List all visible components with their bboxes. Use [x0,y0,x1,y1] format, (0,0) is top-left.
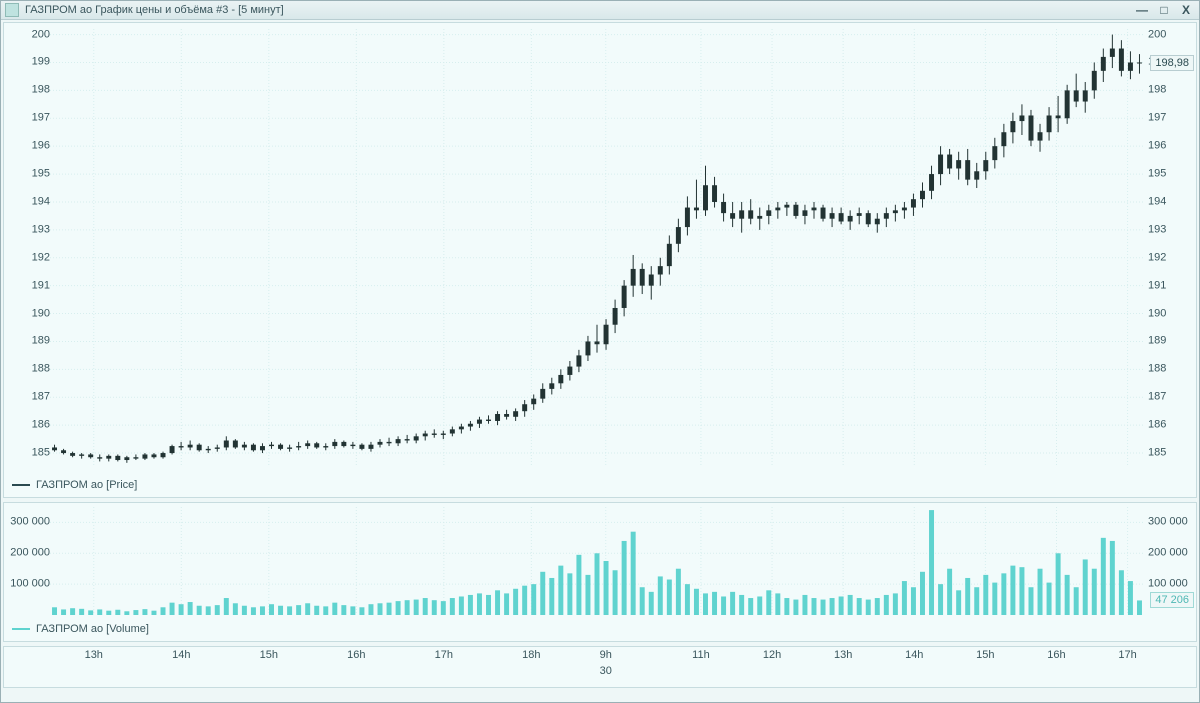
volume-bars [50,507,1144,615]
xaxis-tick: 17h [1118,649,1136,661]
volume-panel[interactable]: 100 000200 000300 000 100 000200 000300 … [3,502,1197,642]
volume-chart-stage [50,507,1144,615]
xaxis-date: 30 [600,665,612,677]
xaxis-panel: 13h 14h 15h 16h 17h 18h 9h 11h 12h 13h 14h 15h 16h 17… [3,646,1197,688]
maximize-button[interactable]: □ [1155,3,1173,17]
xaxis-tick: 15h [976,649,994,661]
chart-window: ГАЗПРОМ ао График цены и объёма #3 - [5 … [0,0,1200,703]
price-swatch [12,484,30,486]
xaxis-tick: 12h [763,649,781,661]
xaxis-tick: 17h [435,649,453,661]
last-volume-label: 47 206 [1150,592,1194,608]
volume-swatch [12,628,30,630]
minimize-button[interactable]: — [1133,3,1151,17]
price-axis-left: 1851861871881891901911921931941951961971… [6,29,50,467]
xaxis-stage: 13h 14h 15h 16h 17h 18h 9h 11h 12h 13h 14h 15h 16h 17… [50,647,1144,687]
xaxis-tick: 16h [1047,649,1065,661]
content-area: 1851861871881891901911921931941951961971… [1,20,1199,702]
volume-legend-text: ГАЗПРОМ ао [Volume] [36,623,149,635]
xaxis-tick: 18h [522,649,540,661]
xaxis-tick: 14h [905,649,923,661]
volume-axis-left: 100 000200 000300 000 [6,507,50,615]
xaxis-tick: 14h [172,649,190,661]
price-candlesticks [50,29,1144,467]
xaxis-tick: 15h [260,649,278,661]
app-icon [5,3,19,17]
last-price-label: 198,98 [1150,55,1194,71]
price-legend: ГАЗПРОМ ао [Price] [12,479,137,491]
xaxis-tick: 16h [347,649,365,661]
xaxis-tick: 13h [85,649,103,661]
price-axis-right: 1851861871881891901911921931941951961971… [1148,29,1192,467]
price-legend-text: ГАЗПРОМ ао [Price] [36,479,137,491]
volume-legend: ГАЗПРОМ ао [Volume] [12,623,149,635]
titlebar[interactable]: ГАЗПРОМ ао График цены и объёма #3 - [5 … [1,1,1199,20]
price-panel[interactable]: 1851861871881891901911921931941951961971… [3,22,1197,498]
xaxis-tick: 9h [600,649,612,661]
price-chart-stage [50,29,1144,467]
xaxis-tick: 11h [692,649,710,661]
close-button[interactable]: X [1177,3,1195,17]
xaxis-tick: 13h [834,649,852,661]
window-title: ГАЗПРОМ ао График цены и объёма #3 - [5 … [25,4,1133,16]
